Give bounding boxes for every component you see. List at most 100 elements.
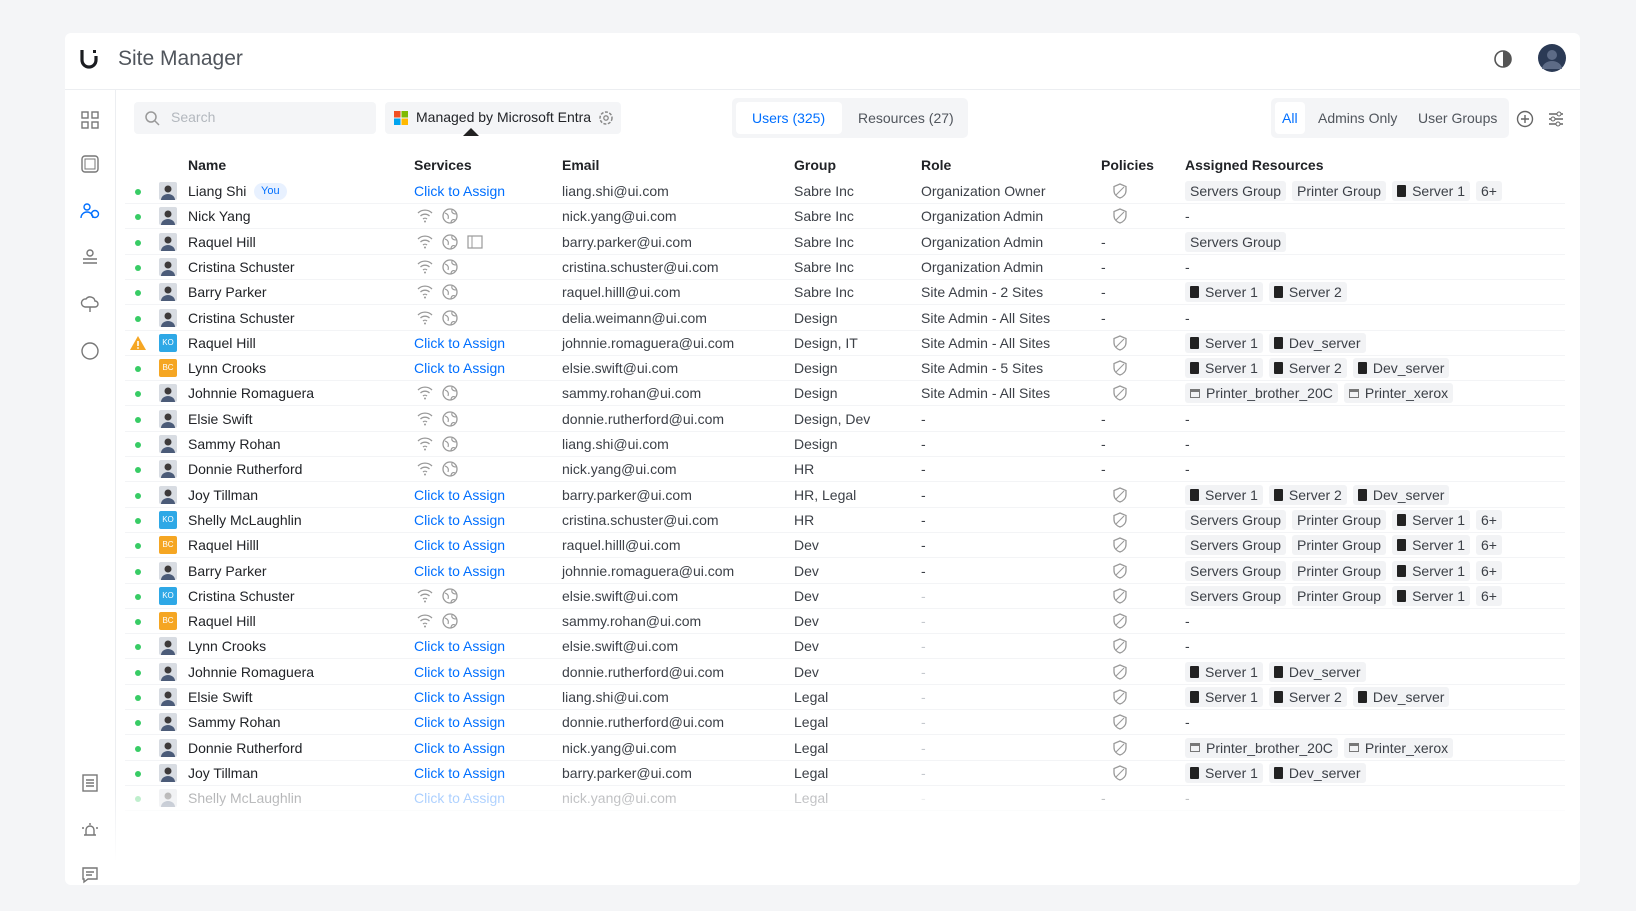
policy-icon: [1113, 385, 1127, 402]
resource-name: Servers Group: [1190, 183, 1282, 199]
resource-chip: Dev_server: [1268, 661, 1366, 682]
group: Sabre Inc: [794, 208, 854, 225]
resource-name: Server 1: [1412, 537, 1466, 554]
table-row[interactable]: Elsie Swift donnie.rutherford@ui.com Desig…: [65, 407, 1580, 432]
nav-alerts[interactable]: [80, 820, 100, 840]
email: donnie.rutherford@ui.com: [562, 714, 725, 731]
policies: -: [1101, 410, 1106, 427]
search-box[interactable]: Search: [134, 102, 376, 134]
resource-name: 6+: [1481, 511, 1497, 528]
click-to-assign[interactable]: Click to Assign: [414, 334, 506, 351]
role: -: [921, 436, 926, 452]
role: Site Admin - 2 Sites: [921, 284, 1044, 301]
columns-button[interactable]: [1547, 110, 1565, 128]
click-to-assign[interactable]: Click to Assign: [414, 663, 506, 680]
email: elsie.swift@ui.com: [562, 638, 679, 655]
resource-name: Server 1: [1412, 511, 1466, 528]
theme-toggle[interactable]: [1493, 49, 1513, 69]
row-divider: [125, 506, 1565, 508]
resources: Server 1 Server 2 Dev_server: [1185, 687, 1455, 707]
table-row[interactable]: Joy Tillman Click to Assign barry.parker@u…: [65, 483, 1580, 508]
resource-chip: Server 1: [1392, 535, 1471, 556]
globe-icon: [442, 411, 458, 427]
avatar: [159, 688, 177, 706]
group: Dev: [794, 638, 819, 655]
table-row[interactable]: Lynn Crooks Click to Assign elsie.swift@ui…: [65, 634, 1580, 660]
table-row[interactable]: Sammy Rohan Click to Assign donnie.rutherf…: [65, 710, 1580, 736]
group: Design: [794, 309, 838, 326]
table-row[interactable]: Barry Parker raquel.hilll@ui.com Sabre Inc…: [65, 280, 1580, 306]
table-row[interactable]: Raquel Hill barry.parker@ui.com Sabre Inc O…: [65, 230, 1580, 255]
policy-icon: [1113, 208, 1127, 224]
click-to-assign[interactable]: Click to Assign: [414, 486, 506, 503]
click-to-assign[interactable]: Click to Assign: [414, 714, 506, 731]
table-row[interactable]: Johnnie Romaguera sammy.rohan@ui.com Desig…: [65, 381, 1580, 407]
resource-name: Server 2: [1288, 486, 1342, 503]
nav-devices[interactable]: [80, 154, 100, 174]
resource-name: Server 1: [1412, 587, 1466, 604]
nav-users[interactable]: [80, 201, 100, 221]
click-to-assign[interactable]: Click to Assign: [414, 562, 506, 579]
settings-icon[interactable]: [598, 110, 614, 126]
role: Organization Admin: [921, 258, 1044, 275]
table-row[interactable]: Johnnie Romaguera Click to Assign donnie.r…: [65, 660, 1580, 685]
group: Dev: [794, 587, 819, 604]
table-row[interactable]: BC Lynn Crooks Click to Assign elsie.swift@…: [65, 356, 1580, 382]
status-dot: [135, 593, 141, 600]
table-row[interactable]: Donnie Rutherford Click to Assign nick.yan…: [65, 736, 1580, 761]
nav-cloud[interactable]: [80, 293, 100, 313]
user-avatar[interactable]: [1537, 43, 1567, 73]
table-row[interactable]: KO Cristina Schuster elsie.swift@ui.com Dev…: [65, 584, 1580, 609]
table-row[interactable]: Elsie Swift Click to Assign liang.shi@ui.c…: [65, 685, 1580, 710]
tab[interactable]: Users (325): [752, 110, 826, 126]
table-row[interactable]: Donnie Rutherford nick.yang@ui.com HR - - -: [65, 457, 1580, 483]
click-to-assign[interactable]: Click to Assign: [414, 638, 506, 655]
table-row[interactable]: Nick Yang nick.yang@ui.com Sabre Inc Organi…: [65, 204, 1580, 230]
click-to-assign[interactable]: Click to Assign: [414, 360, 506, 377]
table-row[interactable]: Cristina Schuster delia.weimann@ui.com Des…: [65, 306, 1580, 331]
table-row[interactable]: KO Raquel Hill Click to Assign johnnie.roma…: [65, 331, 1580, 356]
table-row[interactable]: BC Raquel Hill sammy.rohan@ui.com Dev - -: [65, 609, 1580, 635]
resource-name: Servers Group: [1190, 537, 1282, 554]
policy-icon: [1113, 335, 1127, 351]
filter[interactable]: User Groups: [1418, 110, 1498, 126]
role: -: [921, 739, 926, 756]
table-row[interactable]: Cristina Schuster cristina.schuster@ui.co…: [65, 255, 1580, 280]
click-to-assign[interactable]: Click to Assign: [414, 511, 506, 528]
nav-support[interactable]: [80, 341, 100, 361]
resources: -: [1185, 436, 1190, 452]
policy-icon: [1113, 689, 1127, 705]
resources: -: [1185, 461, 1190, 478]
resource-chip: Server 1: [1185, 332, 1263, 353]
table-row[interactable]: Liang Shi You Click to Assign liang.shi@ui.…: [65, 179, 1580, 204]
avatar: [159, 384, 177, 403]
resource-chip: Dev_server: [1352, 687, 1450, 707]
entra-chip[interactable]: Managed by Microsoft Entra: [385, 102, 621, 136]
click-to-assign[interactable]: Click to Assign: [414, 689, 506, 705]
server-icon: [1190, 691, 1199, 703]
add-button[interactable]: [1516, 110, 1534, 128]
tab[interactable]: Resources (27): [858, 110, 954, 126]
filter[interactable]: Admins Only: [1318, 110, 1398, 126]
server-icon: [1190, 362, 1199, 375]
click-to-assign[interactable]: Click to Assign: [414, 183, 506, 199]
resource-name: Dev_server: [1288, 663, 1361, 680]
resource-chip: 6+: [1476, 509, 1502, 530]
filter[interactable]: All: [1282, 110, 1298, 126]
table-row[interactable]: KO Shelly McLaughlin Click to Assign cristi…: [65, 508, 1580, 533]
click-to-assign[interactable]: Click to Assign: [414, 764, 506, 781]
nav-logs[interactable]: [80, 773, 100, 793]
click-to-assign[interactable]: Click to Assign: [414, 739, 506, 756]
resource-chip: Dev_server: [1268, 762, 1366, 783]
resources: Printer_brother_20C Printer_xerox: [1185, 737, 1459, 758]
nav-dashboard[interactable]: [80, 110, 100, 130]
table-row[interactable]: Joy Tillman Click to Assign barry.parker@u…: [65, 761, 1580, 786]
click-to-assign[interactable]: Click to Assign: [414, 537, 506, 554]
resource-chip: Server 1: [1185, 687, 1263, 707]
nav-messages[interactable]: [80, 865, 100, 885]
nav-access[interactable]: [80, 247, 100, 267]
table-row[interactable]: BC Raquel Hilll Click to Assign raquel.hill…: [65, 533, 1580, 559]
status-dot: [135, 290, 141, 297]
table-row[interactable]: Sammy Rohan liang.shi@ui.com Design - - -: [65, 432, 1580, 457]
table-row[interactable]: Barry Parker Click to Assign johnnie.romag…: [65, 559, 1580, 584]
